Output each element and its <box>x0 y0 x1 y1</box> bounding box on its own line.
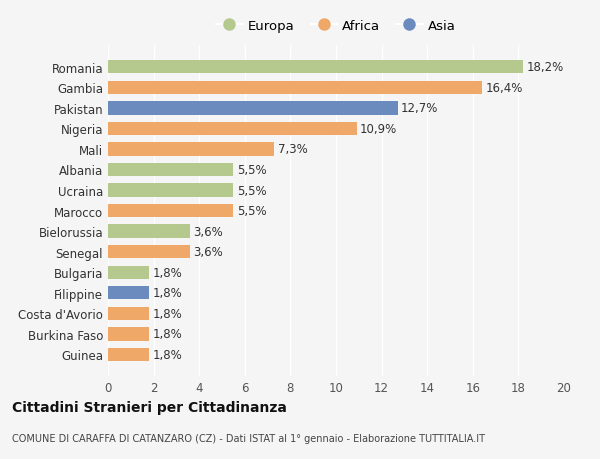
Bar <box>108 143 274 156</box>
Text: 1,8%: 1,8% <box>152 266 182 279</box>
Text: 5,5%: 5,5% <box>237 205 266 218</box>
Bar <box>108 266 149 280</box>
Bar <box>108 81 482 95</box>
Text: 1,8%: 1,8% <box>152 307 182 320</box>
Text: 1,8%: 1,8% <box>152 287 182 300</box>
Text: 5,5%: 5,5% <box>237 164 266 177</box>
Text: 18,2%: 18,2% <box>526 61 563 74</box>
Text: 3,6%: 3,6% <box>193 246 223 258</box>
Text: 1,8%: 1,8% <box>152 348 182 361</box>
Text: 12,7%: 12,7% <box>401 102 439 115</box>
Bar <box>108 348 149 361</box>
Bar <box>108 225 190 238</box>
Bar <box>108 61 523 74</box>
Bar <box>108 163 233 177</box>
Text: 16,4%: 16,4% <box>485 82 523 95</box>
Bar <box>108 246 190 259</box>
Text: 7,3%: 7,3% <box>278 143 308 156</box>
Text: 5,5%: 5,5% <box>237 184 266 197</box>
Bar <box>108 307 149 320</box>
Text: 10,9%: 10,9% <box>360 123 397 135</box>
Bar <box>108 123 356 136</box>
Text: 1,8%: 1,8% <box>152 328 182 341</box>
Bar <box>108 204 233 218</box>
Text: Cittadini Stranieri per Cittadinanza: Cittadini Stranieri per Cittadinanza <box>12 400 287 414</box>
Bar <box>108 328 149 341</box>
Bar <box>108 184 233 197</box>
Text: COMUNE DI CARAFFA DI CATANZARO (CZ) - Dati ISTAT al 1° gennaio - Elaborazione TU: COMUNE DI CARAFFA DI CATANZARO (CZ) - Da… <box>12 433 485 442</box>
Legend: Europa, Africa, Asia: Europa, Africa, Asia <box>216 20 456 33</box>
Bar <box>108 102 398 115</box>
Text: 3,6%: 3,6% <box>193 225 223 238</box>
Bar <box>108 286 149 300</box>
